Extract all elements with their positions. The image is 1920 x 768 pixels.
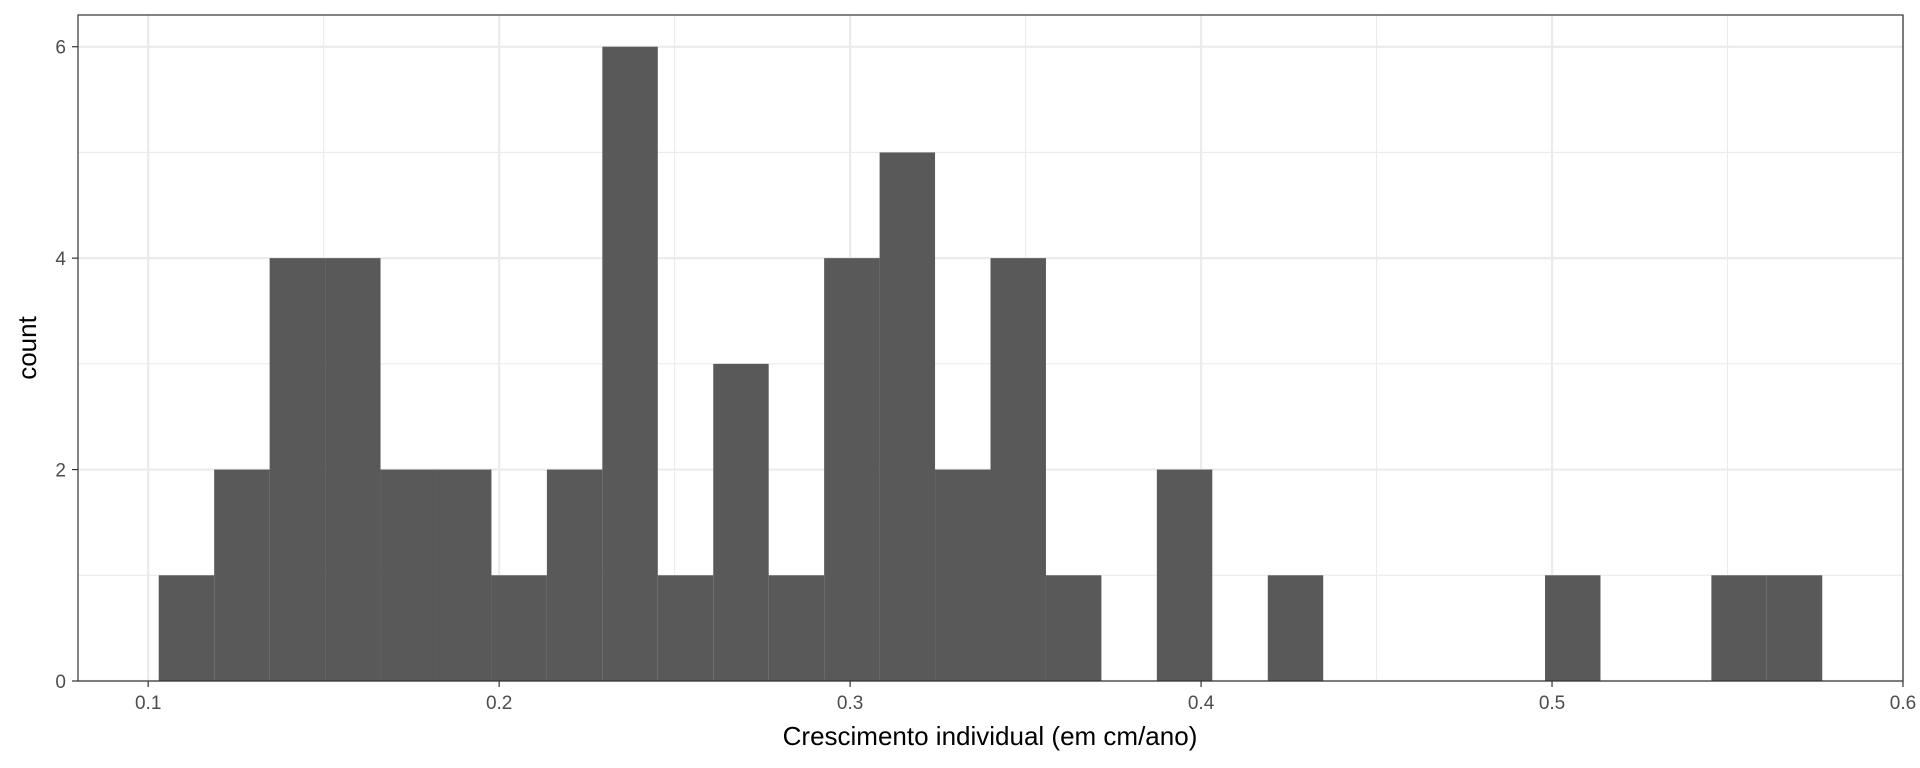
histogram-bar — [990, 258, 1046, 681]
x-tick-label: 0.5 — [1539, 693, 1565, 714]
histogram-bar — [1545, 575, 1601, 681]
y-tick-label: 6 — [55, 38, 66, 59]
histogram-bar — [380, 469, 436, 681]
histogram-bar — [214, 469, 270, 681]
x-tick-label: 0.4 — [1188, 693, 1215, 714]
histogram-bar — [546, 469, 603, 681]
x-axis-ticks: 0.1 0.2 0.3 0.4 0.5 0.6 — [135, 681, 1916, 714]
histogram-bar — [158, 575, 215, 681]
histogram-bar — [435, 469, 492, 681]
y-tick-label: 0 — [55, 672, 66, 693]
histogram-bar — [824, 258, 880, 681]
x-tick-label: 0.1 — [135, 693, 161, 714]
histogram-bar — [1045, 575, 1102, 681]
histogram-bar — [768, 575, 825, 681]
histogram-bar — [602, 46, 658, 681]
histogram-bar — [935, 469, 991, 681]
histogram-bar — [325, 258, 381, 681]
histogram-bar — [713, 363, 769, 681]
y-axis-ticks: 0 2 4 6 — [55, 38, 78, 693]
plot-panel-border — [77, 14, 1904, 682]
histogram-bar — [1711, 575, 1767, 681]
y-tick-label: 2 — [55, 461, 66, 482]
histogram-bar — [1766, 575, 1823, 681]
x-tick-label: 0.2 — [486, 693, 512, 714]
histogram-bar — [269, 258, 326, 681]
x-axis-title: Crescimento individual (em cm/ano) — [783, 721, 1198, 751]
histogram-bar — [1267, 575, 1324, 681]
histogram-bar — [657, 575, 714, 681]
x-tick-label: 0.6 — [1890, 693, 1916, 714]
x-tick-label: 0.3 — [837, 693, 863, 714]
histogram-bar — [879, 152, 936, 681]
histogram-bars — [158, 46, 1823, 681]
histogram-bar — [491, 575, 547, 681]
y-tick-label: 4 — [55, 249, 66, 270]
y-axis-title: count — [12, 315, 42, 379]
histogram-bar — [1156, 469, 1213, 681]
